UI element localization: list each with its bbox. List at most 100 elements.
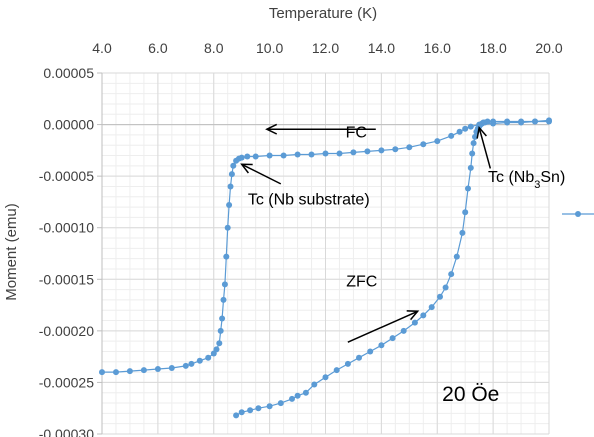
data-point: [420, 312, 427, 319]
data-point: [459, 229, 466, 236]
data-point: [217, 327, 224, 334]
data-point: [294, 392, 301, 399]
data-point: [364, 148, 371, 155]
data-point: [221, 281, 228, 288]
data-point: [247, 407, 254, 414]
legend: [562, 211, 594, 217]
data-point: [411, 319, 418, 326]
data-point: [289, 395, 295, 402]
data-point: [223, 253, 230, 260]
x-tick-label: 18.0: [480, 40, 507, 56]
annotation-arrow-shaft: [347, 310, 418, 343]
data-point: [322, 150, 329, 157]
annotation-arrow-shaft: [241, 163, 282, 185]
data-point: [420, 141, 427, 148]
x-tick-label: 14.0: [368, 40, 395, 56]
data-point: [490, 120, 497, 127]
data-point: [277, 400, 284, 407]
x-axis-title: Temperature (K): [269, 5, 377, 22]
data-point: [470, 140, 477, 147]
data-series: [99, 117, 552, 419]
data-point: [113, 369, 119, 376]
x-tick-label: 20.0: [535, 40, 562, 56]
y-axis-title: Moment (emu): [3, 203, 20, 301]
data-point: [227, 183, 234, 190]
data-point: [336, 150, 343, 157]
data-point: [154, 366, 161, 372]
data-point: [311, 381, 318, 388]
data-point: [532, 118, 538, 125]
y-tick-label: -0.00010: [39, 220, 94, 236]
data-point: [546, 118, 552, 125]
data-point: [344, 360, 351, 367]
data-point: [456, 128, 463, 135]
data-point: [255, 405, 262, 412]
annotation-arrows: [240, 123, 492, 343]
data-point: [233, 412, 240, 419]
data-point: [469, 150, 476, 157]
data-point: [378, 342, 385, 349]
data-point: [392, 146, 399, 153]
annotation-arrow-head: [240, 163, 253, 174]
data-point: [252, 153, 259, 160]
annotation-arrow-head: [476, 126, 487, 139]
data-point: [378, 147, 385, 154]
annotation-label: Tc (Nb substrate): [248, 192, 370, 209]
data-point: [400, 327, 407, 334]
y-tick-label: 0.00000: [43, 117, 94, 133]
data-point: [238, 409, 245, 416]
x-tick-label: 8.0: [204, 40, 224, 56]
data-point: [333, 367, 340, 374]
tick-labels: 4.0 6.0 8.0 10.0 12.0 14.0 16.0 18.0 20.0 0.00005…: [39, 40, 563, 437]
data-point: [448, 271, 455, 278]
data-point: [406, 144, 413, 151]
data-point: [196, 357, 203, 364]
data-point: [453, 253, 460, 260]
data-point: [350, 149, 357, 156]
data-point: [434, 138, 441, 145]
data-point: [220, 296, 227, 303]
data-point: [182, 362, 189, 369]
data-point: [472, 133, 478, 140]
data-point: [233, 157, 240, 164]
data-point: [467, 164, 474, 171]
data-point: [465, 185, 471, 192]
data-point: [308, 151, 315, 158]
y-tick-label: -0.00020: [39, 323, 94, 339]
data-point: [230, 162, 237, 169]
legend-series-marker: [575, 211, 581, 217]
annotation-label: ZFC: [346, 274, 377, 291]
annotation-label: Tc (Nb3Sn): [488, 169, 565, 191]
data-point: [140, 367, 147, 374]
annotation-arrow-head: [406, 310, 420, 321]
data-point: [467, 123, 474, 130]
data-point: [294, 151, 301, 158]
data-point: [205, 354, 212, 361]
data-point: [448, 132, 455, 139]
data-point: [462, 209, 469, 216]
data-point: [168, 365, 175, 371]
data-point: [224, 224, 231, 231]
data-point: [437, 293, 443, 300]
data-point: [266, 152, 273, 159]
annotation-label: FC: [346, 124, 367, 141]
data-point: [356, 354, 362, 361]
x-tick-label: 6.0: [148, 40, 168, 56]
y-tick-label: -0.00030: [39, 426, 94, 437]
data-point: [266, 403, 273, 410]
data-point: [518, 119, 525, 126]
annotations: FC ZFC Tc (Nb substrate) Tc (Nb3Sn) 20 Öe: [248, 124, 565, 406]
data-point: [442, 284, 449, 291]
data-point: [244, 153, 251, 160]
data-point: [462, 125, 469, 132]
data-point: [484, 118, 491, 125]
data-point: [367, 348, 374, 355]
data-point: [188, 360, 195, 367]
series-line-zfc: [235, 119, 550, 416]
y-tick-label: -0.00005: [39, 168, 94, 184]
data-point: [226, 202, 233, 208]
data-point: [389, 335, 396, 342]
x-tick-label: 16.0: [424, 40, 451, 56]
data-point: [216, 340, 223, 347]
